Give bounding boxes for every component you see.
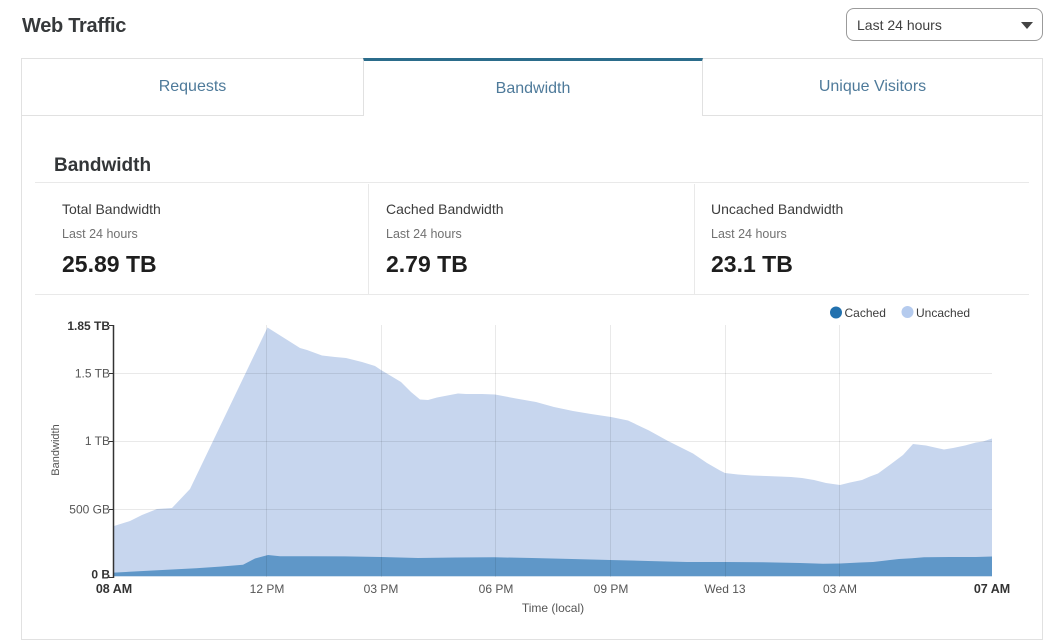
svg-text:03 AM: 03 AM (823, 582, 857, 596)
svg-text:07 AM: 07 AM (974, 582, 1010, 596)
svg-text:12 PM: 12 PM (250, 582, 285, 596)
svg-text:1.85 TB: 1.85 TB (67, 319, 110, 333)
svg-text:Bandwidth: Bandwidth (50, 424, 62, 475)
svg-text:1 TB: 1 TB (85, 434, 110, 448)
svg-text:0 B: 0 B (91, 568, 110, 582)
svg-text:Time (local): Time (local) (522, 601, 584, 615)
svg-text:500 GB: 500 GB (69, 503, 110, 517)
svg-text:Cached: Cached (845, 306, 886, 320)
svg-text:06 PM: 06 PM (479, 582, 514, 596)
svg-text:Uncached: Uncached (916, 306, 970, 320)
svg-text:Wed 13: Wed 13 (704, 582, 745, 596)
svg-text:03 PM: 03 PM (364, 582, 399, 596)
svg-text:1.5 TB: 1.5 TB (75, 367, 110, 381)
svg-text:09 PM: 09 PM (594, 582, 629, 596)
svg-text:08 AM: 08 AM (96, 582, 132, 596)
